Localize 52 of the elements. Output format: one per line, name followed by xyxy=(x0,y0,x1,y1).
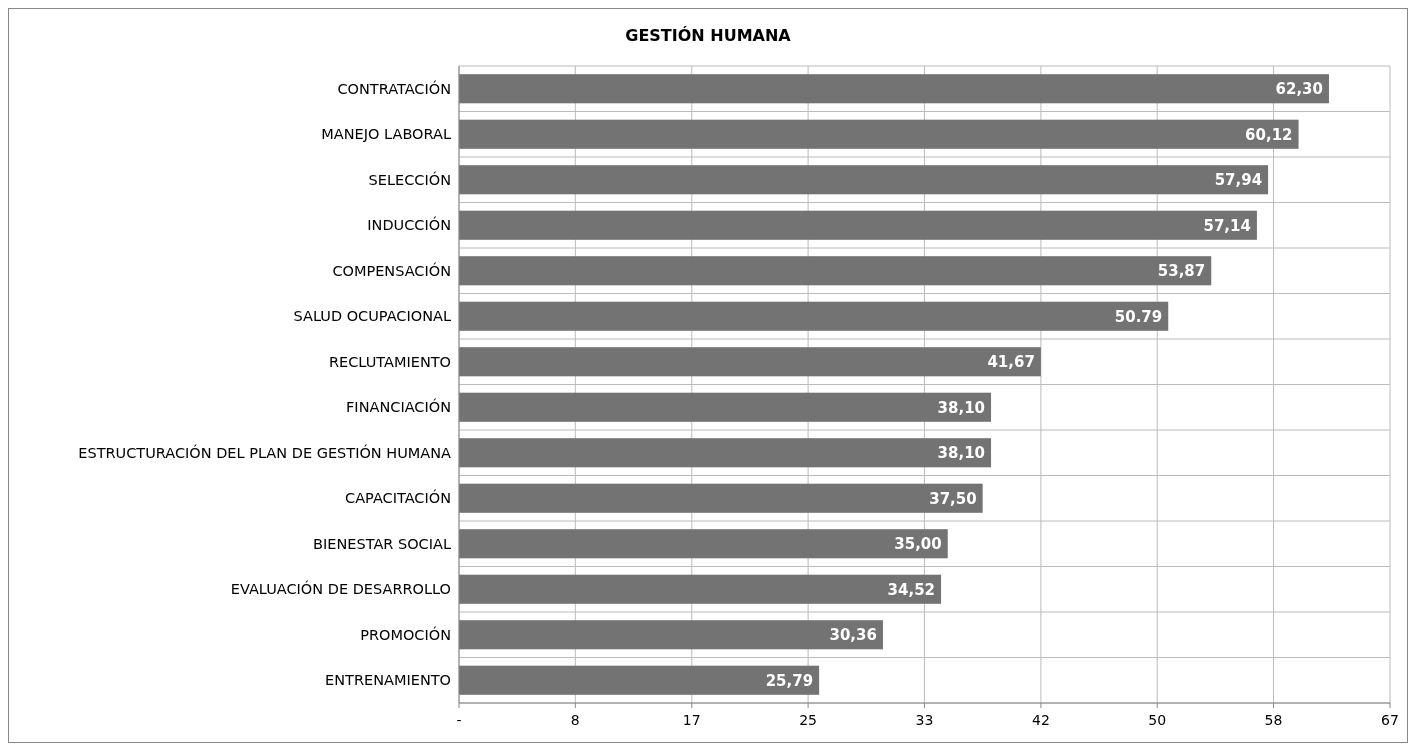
x-tick-label: 33 xyxy=(915,712,934,728)
data-label: 41,67 xyxy=(987,353,1035,371)
bar xyxy=(459,210,1257,240)
bar xyxy=(459,165,1269,195)
x-tick-label: 50 xyxy=(1148,712,1167,728)
data-label: 62,30 xyxy=(1275,80,1323,98)
data-label: 25,79 xyxy=(765,671,814,690)
y-tick-label: COMPENSACIÓN xyxy=(332,261,451,279)
bar xyxy=(459,119,1299,149)
y-tick-label: EVALUACIÓN DE DESARROLLO xyxy=(230,580,451,598)
bar xyxy=(459,574,942,604)
data-label: 37,50 xyxy=(929,489,977,508)
data-label: 34,52 xyxy=(887,580,936,599)
x-tick-label: - xyxy=(456,712,462,728)
data-label: 30,36 xyxy=(829,626,877,644)
data-label: 38,10 xyxy=(937,398,986,417)
data-label: 35,00 xyxy=(894,535,942,553)
bar xyxy=(459,74,1329,104)
x-tick-label: 25 xyxy=(799,712,818,728)
chart-title: GESTIÓN HUMANA xyxy=(625,26,792,45)
x-tick-label: 67 xyxy=(1381,712,1399,728)
y-tick-label: BIENESTAR SOCIAL xyxy=(313,535,451,552)
y-tick-label: CAPACITACIÓN xyxy=(345,489,451,507)
y-tick-label: SELECCIÓN xyxy=(368,170,451,188)
data-label: 57,14 xyxy=(1203,216,1251,235)
x-tick-label: 42 xyxy=(1031,712,1050,728)
y-tick-label: RECLUTAMIENTO xyxy=(328,353,451,370)
y-tick-label: INDUCCIÓN xyxy=(367,216,451,234)
bar xyxy=(459,483,983,513)
x-tick-label: 8 xyxy=(570,712,580,728)
bar xyxy=(459,529,948,559)
bar xyxy=(459,665,820,695)
bar xyxy=(459,256,1212,286)
x-tick-label: 17 xyxy=(682,712,701,728)
y-tick-label: ESTRUCTURACIÓN DEL PLAN DE GESTIÓN HUMANA xyxy=(78,443,452,461)
y-tick-label: MANEJO LABORAL xyxy=(321,126,451,143)
bar xyxy=(459,438,992,468)
x-tick-label: 58 xyxy=(1264,712,1283,728)
data-label: 53,87 xyxy=(1157,262,1206,280)
y-tick-label: ENTRENAMIENTO xyxy=(325,672,451,689)
y-tick-label: PROMOCIÓN xyxy=(360,625,451,643)
bar xyxy=(459,301,1169,331)
data-label: 60,12 xyxy=(1245,125,1293,144)
bar xyxy=(459,347,1041,377)
data-label: 50.79 xyxy=(1114,307,1163,326)
y-tick-label: CONTRATACIÓN xyxy=(337,79,451,97)
data-label: 38,10 xyxy=(937,444,986,462)
y-tick-label: SALUD OCUPACIONAL xyxy=(293,308,451,325)
bar xyxy=(459,620,883,650)
data-label: 57,94 xyxy=(1214,171,1263,189)
bar xyxy=(459,392,992,422)
y-tick-label: FINANCIACIÓN xyxy=(346,398,451,416)
